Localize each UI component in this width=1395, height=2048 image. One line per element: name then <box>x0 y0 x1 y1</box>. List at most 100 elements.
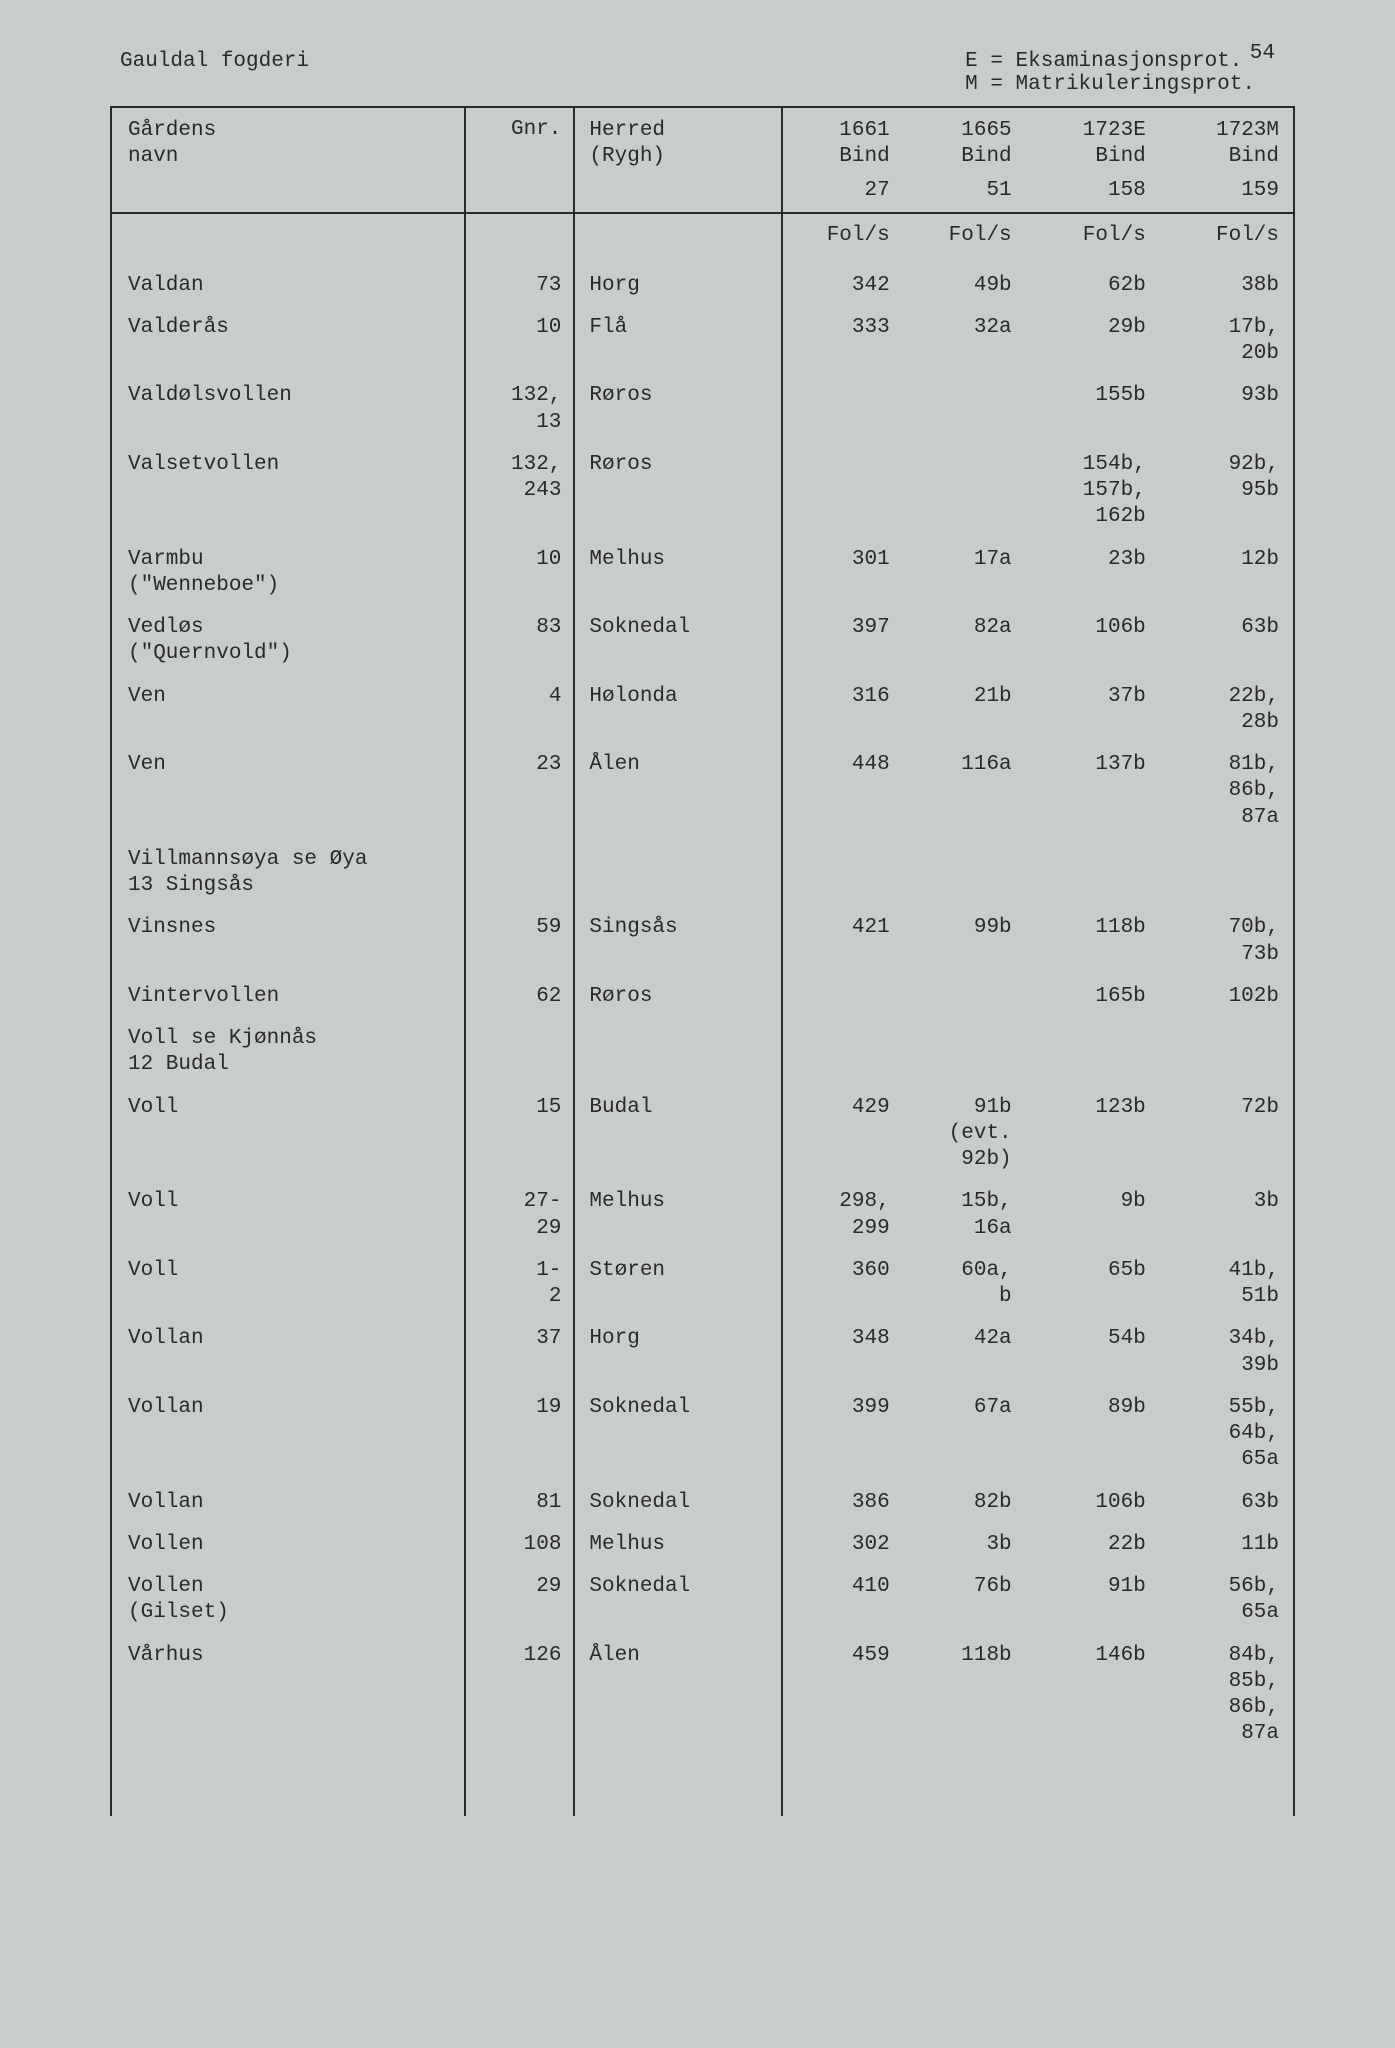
cell-1723e: 154b, 157b, 162b <box>1026 444 1160 539</box>
cell-1661: 448 <box>782 744 904 839</box>
cell-herred: Melhus <box>574 539 781 608</box>
header-legend: E = Eksaminasjonsprot. M = Matrikulering… <box>965 50 1295 96</box>
cell-1723e: 22b <box>1026 1524 1160 1566</box>
cell-herred: Soknedal <box>574 607 781 676</box>
cell-1723m: 102b <box>1160 976 1294 1018</box>
cell-herred: Røros <box>574 444 781 539</box>
table-row: Ven4Hølonda31621b37b22b, 28b <box>111 676 1294 745</box>
cell-navn: Voll <box>111 1087 465 1182</box>
cell-1661: 316 <box>782 676 904 745</box>
cell-1665: 32a <box>904 307 1026 376</box>
cell-1665: 60a, b <box>904 1250 1026 1319</box>
cell-1661: 397 <box>782 607 904 676</box>
col-header-1723e: 1723E Bind <box>1026 107 1160 175</box>
cell-1661 <box>782 375 904 444</box>
cell-gnr: 62 <box>465 976 575 1018</box>
cell-gnr: 108 <box>465 1524 575 1566</box>
cell-1723m: 84b, 85b, 86b, 87a <box>1160 1635 1294 1756</box>
cell-herred: Ålen <box>574 1635 781 1756</box>
table-row: Voll27- 29Melhus298, 29915b, 16a9b3b <box>111 1181 1294 1250</box>
legend-line-2: M = Matrikuleringsprot. <box>965 73 1255 96</box>
cell-navn: Vedløs ("Quernvold") <box>111 607 465 676</box>
cell-1665: 17a <box>904 539 1026 608</box>
cell-herred: Røros <box>574 375 781 444</box>
cell-1661 <box>782 839 904 908</box>
cell-navn: Voll se Kjønnås 12 Budal <box>111 1018 465 1087</box>
cell-navn: Valsetvollen <box>111 444 465 539</box>
cell-gnr: 59 <box>465 907 575 976</box>
cell-navn: Ven <box>111 744 465 839</box>
cell-navn: Vollen (Gilset) <box>111 1566 465 1635</box>
cell-1723e: 65b <box>1026 1250 1160 1319</box>
col-header-gnr: Gnr. <box>465 107 575 175</box>
cell-gnr: 29 <box>465 1566 575 1635</box>
cell-1723m: 81b, 86b, 87a <box>1160 744 1294 839</box>
cell-1723m: 93b <box>1160 375 1294 444</box>
cell-gnr: 23 <box>465 744 575 839</box>
cell-gnr: 81 <box>465 1482 575 1524</box>
cell-1723e: 155b <box>1026 375 1160 444</box>
cell-1723m <box>1160 1018 1294 1087</box>
cell-navn: Vollan <box>111 1387 465 1482</box>
cell-1723e: 9b <box>1026 1181 1160 1250</box>
cell-1665: 49b <box>904 265 1026 307</box>
cell-1665: 76b <box>904 1566 1026 1635</box>
cell-herred: Melhus <box>574 1524 781 1566</box>
cell-gnr: 10 <box>465 307 575 376</box>
fols-4: Fol/s <box>1160 213 1294 265</box>
cell-navn: Valdølsvollen <box>111 375 465 444</box>
cell-1665: 118b <box>904 1635 1026 1756</box>
col-bindnum-1661: 27 <box>782 175 904 213</box>
registry-table: Gårdens navn Gnr. Herred (Rygh) 1661 Bin… <box>110 106 1295 1816</box>
cell-gnr: 15 <box>465 1087 575 1182</box>
cell-1661: 410 <box>782 1566 904 1635</box>
cell-1723m: 41b, 51b <box>1160 1250 1294 1319</box>
cell-1665: 3b <box>904 1524 1026 1566</box>
cell-1723e: 106b <box>1026 607 1160 676</box>
fols-1: Fol/s <box>782 213 904 265</box>
table-row: Vollan37Horg34842a54b34b, 39b <box>111 1318 1294 1387</box>
cell-navn: Valdan <box>111 265 465 307</box>
cell-1723e: 123b <box>1026 1087 1160 1182</box>
fols-3: Fol/s <box>1026 213 1160 265</box>
cell-1723e: 137b <box>1026 744 1160 839</box>
cell-1723e <box>1026 839 1160 908</box>
cell-herred: Soknedal <box>574 1387 781 1482</box>
table-row: Valdan73Horg34249b62b38b <box>111 265 1294 307</box>
table-row: Voll1- 2Støren36060a, b65b41b, 51b <box>111 1250 1294 1319</box>
cell-gnr: 1- 2 <box>465 1250 575 1319</box>
col-header-herred: Herred (Rygh) <box>574 107 781 175</box>
cell-1665: 99b <box>904 907 1026 976</box>
cell-herred: Soknedal <box>574 1482 781 1524</box>
cell-1661 <box>782 976 904 1018</box>
cell-1661: 429 <box>782 1087 904 1182</box>
cell-1723e: 23b <box>1026 539 1160 608</box>
cell-1665: 42a <box>904 1318 1026 1387</box>
cell-1665: 82a <box>904 607 1026 676</box>
table-row: Voll15Budal42991b (evt. 92b)123b72b <box>111 1087 1294 1182</box>
cell-herred <box>574 839 781 908</box>
cell-1665 <box>904 375 1026 444</box>
cell-1723e: 106b <box>1026 1482 1160 1524</box>
table-row: Vollan19Soknedal39967a89b55b, 64b, 65a <box>111 1387 1294 1482</box>
table-row: Valderås10Flå33332a29b17b, 20b <box>111 307 1294 376</box>
cell-gnr: 83 <box>465 607 575 676</box>
cell-1661: 360 <box>782 1250 904 1319</box>
cell-1661: 399 <box>782 1387 904 1482</box>
cell-gnr: 132, 13 <box>465 375 575 444</box>
cell-navn: Vinsnes <box>111 907 465 976</box>
table-row: Vinsnes59Singsås42199b118b70b, 73b <box>111 907 1294 976</box>
cell-gnr: 19 <box>465 1387 575 1482</box>
cell-1723m <box>1160 839 1294 908</box>
cell-1723m: 63b <box>1160 1482 1294 1524</box>
cell-1723m: 11b <box>1160 1524 1294 1566</box>
table-row: Valsetvollen132, 243Røros154b, 157b, 162… <box>111 444 1294 539</box>
table-row: Vollen108Melhus3023b22b11b <box>111 1524 1294 1566</box>
cell-herred: Horg <box>574 1318 781 1387</box>
cell-navn: Vollan <box>111 1482 465 1524</box>
document-page: 54 Gauldal fogderi E = Eksaminasjonsprot… <box>0 0 1395 2048</box>
cell-1665: 15b, 16a <box>904 1181 1026 1250</box>
cell-herred <box>574 1018 781 1087</box>
fols-2: Fol/s <box>904 213 1026 265</box>
page-number: 54 <box>1250 42 1275 65</box>
